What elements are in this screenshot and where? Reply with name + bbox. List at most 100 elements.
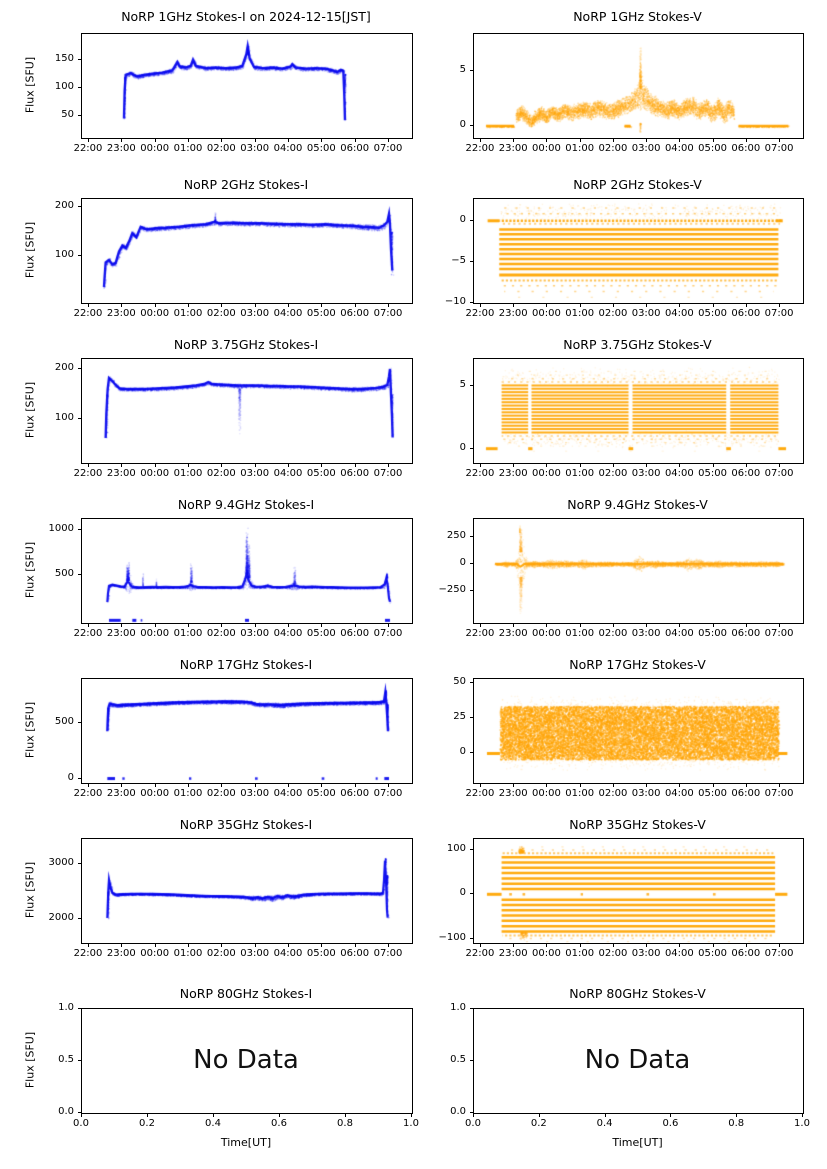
x-tick-mark: [88, 463, 89, 467]
x-tick-label: 23:00: [498, 788, 528, 799]
x-tick-mark: [81, 1113, 82, 1117]
plot-area: [81, 518, 413, 624]
x-tick-label: 22:00: [73, 143, 103, 154]
x-tick-label: 01:00: [173, 468, 203, 479]
y-tick-mark: [78, 574, 82, 576]
x-tick-mark: [646, 138, 648, 142]
x-tick-mark: [479, 138, 481, 142]
x-tick-mark: [546, 138, 548, 142]
x-tick-mark: [321, 943, 323, 947]
x-tick-label: 05:00: [698, 628, 728, 639]
y-tick-mark: [470, 219, 474, 221]
x-tick-label: 06:00: [340, 468, 370, 479]
x-tick-mark: [154, 783, 156, 787]
x-tick-label: 0.2: [139, 1118, 155, 1129]
x-tick-label: 22:00: [73, 308, 103, 319]
x-tick-mark: [121, 943, 123, 947]
x-tick-label: 02:00: [598, 143, 628, 154]
x-tick-mark: [321, 138, 323, 142]
x-tick-label: 06:00: [731, 468, 761, 479]
x-tick-mark: [154, 623, 156, 627]
x-tick-label: 04:00: [664, 468, 694, 479]
x-tick-mark: [213, 1113, 214, 1117]
x-tick-label: 05:00: [698, 308, 728, 319]
x-tick-label: 03:00: [240, 308, 270, 319]
x-tick-mark: [679, 783, 681, 787]
x-tick-label: 23:00: [106, 143, 136, 154]
x-tick-mark: [802, 1113, 803, 1117]
x-tick-label: 05:00: [306, 308, 336, 319]
subplot-norp-9-4ghz-stokes-v: NoRP 9.4GHz Stokes-V 250 0 −250 22:00 23:00 00…: [413, 490, 827, 650]
x-tick-mark: [679, 463, 681, 467]
x-tick-mark: [388, 303, 389, 307]
y-tick-label: 0: [67, 772, 74, 783]
x-tick-mark: [154, 138, 156, 142]
x-tick-mark: [321, 463, 323, 467]
y-tick-mark: [470, 124, 474, 126]
y-axis-label: Flux [SFU]: [23, 701, 37, 759]
x-tick-mark: [188, 783, 189, 787]
subplot-title: NoRP 3.75GHz Stokes-V: [563, 337, 712, 352]
plot-area: [81, 1008, 413, 1114]
x-axis-label: Time[UT]: [220, 1136, 272, 1149]
x-tick-mark: [411, 1113, 412, 1117]
subplot-norp-1ghz-stokes-i: NoRP 1GHz Stokes-I on 2024-12-15[JST] Flu…: [0, 0, 413, 170]
x-tick-label: 07:00: [373, 308, 403, 319]
x-tick-mark: [88, 623, 89, 627]
y-tick-mark: [78, 862, 82, 864]
y-tick-label: 0.5: [450, 1054, 466, 1065]
x-tick-label: 00:00: [140, 308, 170, 319]
x-tick-mark: [121, 138, 123, 142]
x-tick-label: 07:00: [373, 628, 403, 639]
x-tick-label: 05:00: [306, 143, 336, 154]
x-tick-label: 00:00: [532, 788, 561, 799]
y-tick-label: 0: [459, 746, 466, 758]
y-tick-label: 0.5: [58, 1054, 74, 1065]
x-tick-mark: [479, 783, 481, 787]
x-tick-mark: [288, 943, 289, 947]
x-tick-mark: [147, 1113, 148, 1117]
x-tick-mark: [646, 943, 648, 947]
x-tick-label: 05:00: [698, 788, 728, 799]
x-tick-label: 06:00: [340, 628, 370, 639]
x-tick-label: 03:00: [631, 628, 661, 639]
y-tick-mark: [470, 1112, 474, 1113]
x-tick-label: 23:00: [106, 468, 136, 479]
x-tick-mark: [354, 138, 356, 142]
x-tick-label: 04:00: [664, 143, 694, 154]
x-tick-label: 00:00: [532, 628, 561, 639]
y-tick-label: 0: [459, 118, 466, 130]
y-tick-label: 100: [54, 249, 74, 261]
subplot-title: NoRP 9.4GHz Stokes-I: [177, 497, 315, 512]
subplot-norp-35ghz-stokes-v: NoRP 35GHz Stokes-V 100 0 −100 22:00 23:00 00:…: [413, 810, 827, 970]
y-axis-label: Flux [SFU]: [23, 861, 37, 919]
x-axis-label: Time[UT]: [612, 1136, 663, 1149]
x-tick-mark: [604, 1113, 606, 1117]
y-tick-mark: [470, 70, 474, 72]
x-tick-mark: [88, 138, 89, 142]
x-tick-label: 0.6: [662, 1118, 679, 1129]
x-tick-mark: [546, 463, 548, 467]
x-tick-label: 22:00: [465, 948, 495, 959]
x-tick-label: 22:00: [73, 788, 103, 799]
x-tick-mark: [479, 943, 481, 947]
y-tick-mark: [470, 536, 474, 538]
x-tick-mark: [388, 138, 389, 142]
subplot-norp-80ghz-stokes-v: NoRP 80GHz Stokes-V 1.0 0.5 0.0 0.0 0.2 0.4 0.6…: [413, 970, 827, 1169]
y-tick-mark: [78, 1060, 82, 1061]
plot-area: [81, 678, 413, 784]
x-tick-label: 1.0: [403, 1118, 419, 1129]
x-tick-label: 04:00: [273, 948, 303, 959]
x-tick-label: 01:00: [565, 143, 595, 154]
x-tick-mark: [188, 623, 189, 627]
plot-canvas-norp-3-75ghz-stokes-i: [82, 359, 412, 463]
x-tick-label: 02:00: [598, 308, 628, 319]
y-tick-mark: [78, 368, 82, 369]
plot-area: [473, 678, 804, 784]
x-tick-mark: [679, 303, 681, 307]
y-tick-label: −100: [438, 931, 466, 943]
plot-canvas-norp-80ghz-stokes-i: [82, 1009, 412, 1113]
plot-canvas-norp-17ghz-stokes-v: [474, 679, 803, 783]
x-tick-mark: [513, 463, 515, 467]
x-tick-mark: [779, 783, 781, 787]
